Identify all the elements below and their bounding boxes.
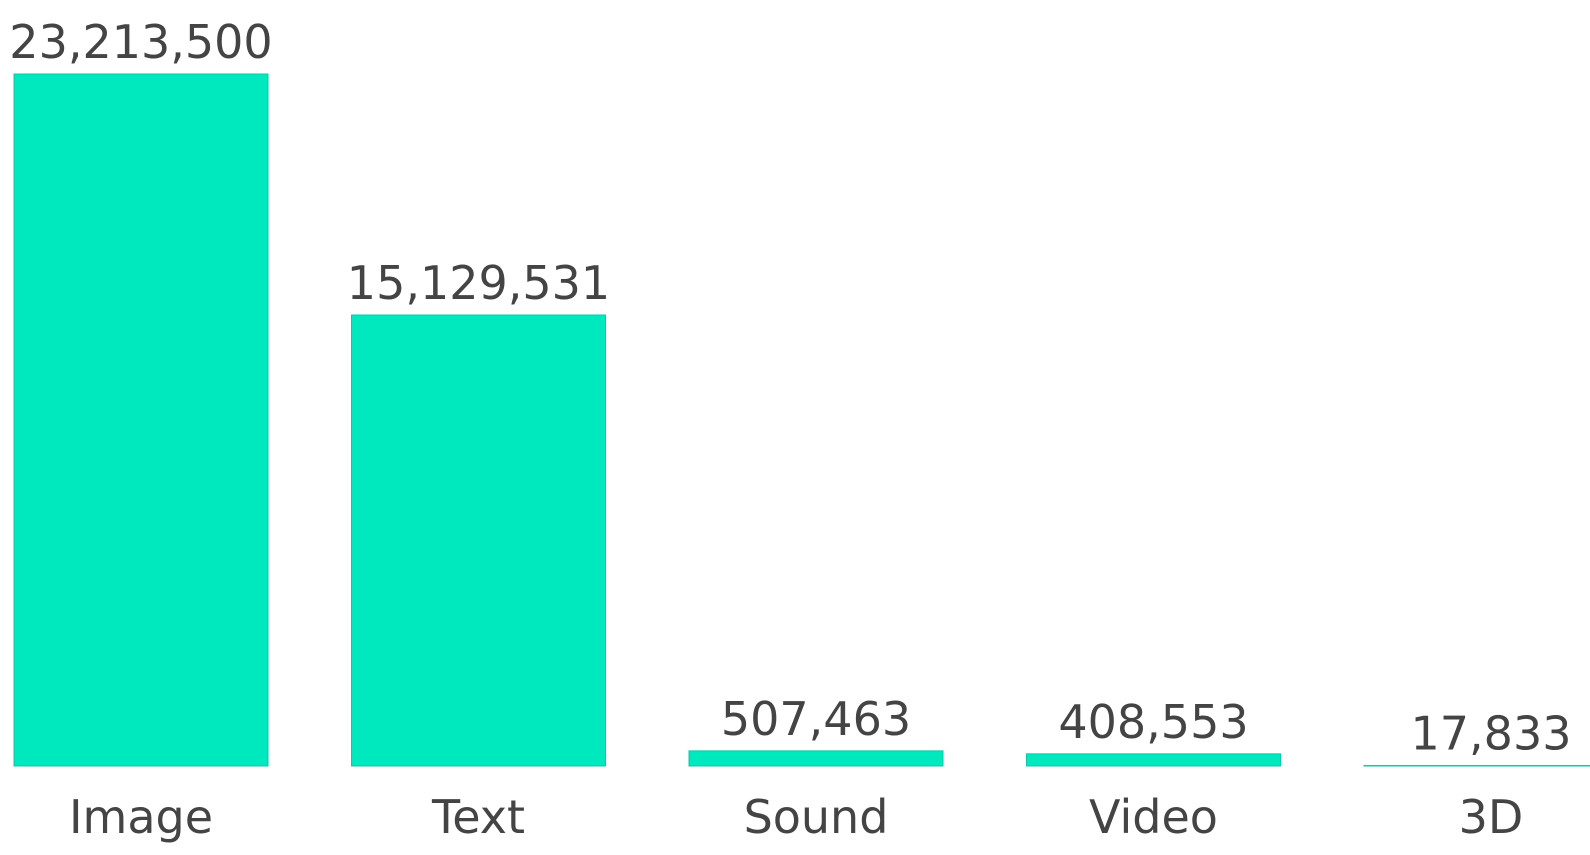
value-label-image: 23,213,500 bbox=[9, 15, 272, 69]
category-label-sound: Sound bbox=[744, 790, 889, 844]
category-labels-layer: Image Text Sound Video 3D bbox=[69, 790, 1523, 844]
bar-3d bbox=[1363, 764, 1590, 767]
bars-layer bbox=[13, 73, 1590, 767]
bar-image bbox=[13, 73, 269, 767]
value-labels-layer: 23,213,500 15,129,531 507,463 408,553 17,833 bbox=[9, 15, 1571, 760]
category-label-text: Text bbox=[431, 790, 525, 844]
category-label-3d: 3D bbox=[1459, 790, 1524, 844]
category-label-video: Video bbox=[1089, 790, 1218, 844]
bar-video bbox=[1026, 753, 1281, 767]
bar-sound bbox=[688, 750, 944, 767]
category-label-image: Image bbox=[69, 790, 213, 844]
value-label-video: 408,553 bbox=[1058, 695, 1248, 749]
bar-text bbox=[351, 314, 606, 767]
value-label-text: 15,129,531 bbox=[347, 256, 610, 310]
value-label-sound: 507,463 bbox=[721, 692, 911, 746]
value-label-3d: 17,833 bbox=[1411, 706, 1572, 760]
